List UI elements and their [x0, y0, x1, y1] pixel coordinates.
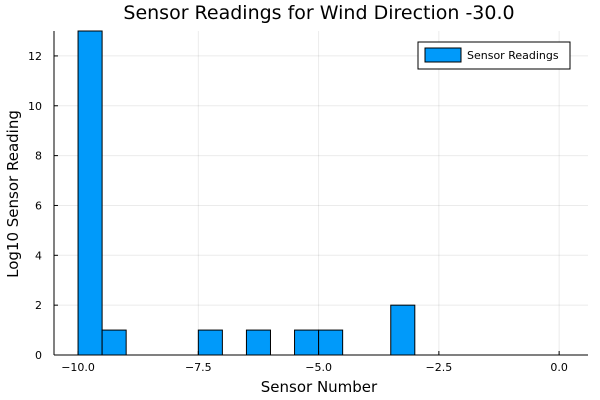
y-tick-label: 8 [35, 150, 42, 163]
histogram-bar [390, 304, 416, 356]
x-tick-label: −10.0 [61, 361, 95, 374]
histogram-bar [77, 30, 103, 356]
y-tick-label: 4 [35, 249, 42, 262]
y-axis-label: Log10 Sensor Reading [4, 110, 22, 278]
ticks: −10.0 −7.5 −5.0 −2.5 0.0 0 2 4 6 8 10 12 [28, 50, 568, 374]
x-tick-label: 0.0 [550, 361, 568, 374]
y-tick-label: 12 [28, 50, 42, 63]
y-tick-label: 6 [35, 199, 42, 212]
histogram-bar [294, 329, 320, 356]
y-tick-label: 10 [28, 100, 42, 113]
legend-label: Sensor Readings [467, 49, 559, 62]
x-axis-label: Sensor Number [261, 378, 378, 396]
histogram-bar [318, 329, 344, 356]
legend-swatch [424, 47, 462, 63]
axes [53, 31, 588, 356]
bars [77, 30, 416, 356]
histogram-bar [245, 329, 271, 356]
x-tick-label: −7.5 [185, 361, 212, 374]
histogram-bar [197, 329, 223, 356]
x-tick-label: −5.0 [305, 361, 332, 374]
histogram-bar [101, 329, 127, 356]
grid [54, 31, 588, 356]
chart-title: Sensor Readings for Wind Direction -30.0 [123, 2, 514, 24]
legend: Sensor Readings [417, 41, 571, 70]
x-tick-label: −2.5 [426, 361, 453, 374]
y-tick-label: 2 [35, 299, 42, 312]
y-tick-label: 0 [35, 349, 42, 362]
